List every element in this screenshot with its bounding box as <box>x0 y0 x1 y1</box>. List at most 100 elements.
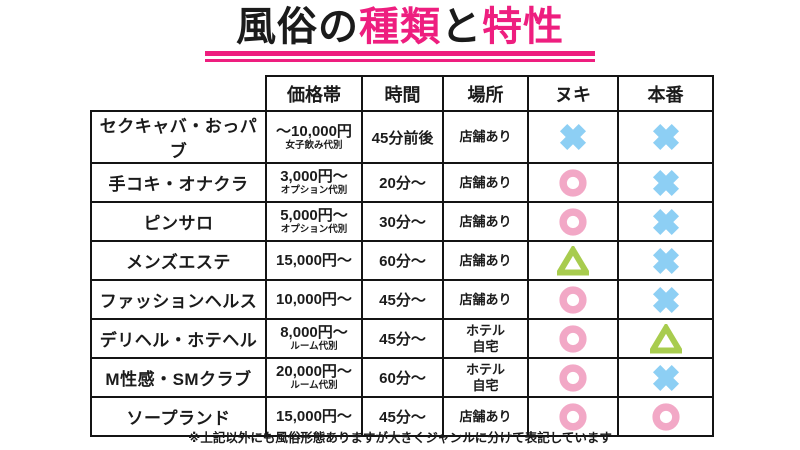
service-name-cell: ソープランド <box>90 396 267 437</box>
table-body: セクキャバ・おっパブ 〜10,000円 女子飲み代別 45分前後 店舗あり 手コキ・オナク… <box>90 110 714 437</box>
table-row: ソープランド 15,000円〜 45分〜 店舗あり <box>90 396 714 437</box>
table-header: 価格帯 時間 場所 ヌキ 本番 <box>91 75 714 112</box>
price-value: 10,000円〜 <box>276 290 352 308</box>
nuki-cell <box>527 162 619 203</box>
price-cell: 3,000円〜 オプション代別 <box>265 162 363 203</box>
honban-cell <box>617 357 714 398</box>
nuki-cell <box>527 357 619 398</box>
price-cell: 〜10,000円 女子飲み代別 <box>265 110 363 164</box>
time-cell: 20分〜 <box>361 162 444 203</box>
footnote: ※上記以外にも風俗形態ありますが大きくジャンルに分けて表記しています <box>188 431 612 445</box>
title-segment: 特性 <box>482 5 564 49</box>
price-note: 女子飲み代別 <box>285 139 343 151</box>
nuki-cell <box>527 201 619 242</box>
column-header: ヌキ <box>527 75 619 112</box>
nuki-cell <box>527 279 619 320</box>
title-segment: と <box>441 5 482 49</box>
cross-icon <box>652 123 679 151</box>
nuki-cell <box>527 110 619 164</box>
comparison-table: 価格帯 時間 場所 ヌキ 本番 セクキャバ・おっパブ 〜10,000円 女子飲み代別 45分前… <box>90 75 714 437</box>
price-value: 3,000円〜 <box>280 168 348 186</box>
service-name-cell: ピンサロ <box>90 201 267 242</box>
title-underline <box>205 51 595 62</box>
honban-cell <box>617 318 714 359</box>
place-cell: ホテル 自宅 <box>442 318 529 359</box>
time-cell: 30分〜 <box>361 201 444 242</box>
price-note: ルーム代別 <box>290 341 338 353</box>
service-name-cell: M性感・SMクラブ <box>90 357 267 398</box>
price-cell: 5,000円〜 オプション代別 <box>265 201 363 242</box>
price-cell: 20,000円〜 ルーム代別 <box>265 357 363 398</box>
table-row: ピンサロ 5,000円〜 オプション代別 30分〜 店舗あり <box>90 201 714 242</box>
circle-icon <box>559 402 587 431</box>
blank-corner-cell <box>91 76 266 111</box>
price-note: ルーム代別 <box>290 380 338 392</box>
price-value: 〜10,000円 <box>276 122 352 140</box>
circle-icon <box>651 402 680 431</box>
price-value: 5,000円〜 <box>280 207 348 225</box>
cross-icon <box>652 208 679 235</box>
price-note: オプション代別 <box>280 224 348 236</box>
header-row: 価格帯 時間 場所 ヌキ 本番 <box>91 75 714 112</box>
service-name-cell: ファッションヘルス <box>90 279 267 320</box>
column-header: 場所 <box>442 75 529 112</box>
price-cell: 15,000円〜 <box>265 396 363 437</box>
table-row: メンズエステ 15,000円〜 60分〜 店舗あり <box>90 240 714 281</box>
price-value: 8,000円〜 <box>280 324 348 342</box>
service-name-cell: デリヘル・ホテヘル <box>90 318 267 359</box>
price-cell: 15,000円〜 <box>265 240 363 281</box>
circle-icon <box>559 324 587 353</box>
cross-icon <box>652 286 679 313</box>
price-value: 20,000円〜 <box>276 363 352 381</box>
service-name-cell: メンズエステ <box>90 240 267 281</box>
nuki-cell <box>527 240 619 281</box>
column-header: 時間 <box>361 75 444 112</box>
service-name-cell: 手コキ・オナクラ <box>90 162 267 203</box>
table-row: 手コキ・オナクラ 3,000円〜 オプション代別 20分〜 店舗あり <box>90 162 714 203</box>
circle-icon <box>559 285 587 314</box>
page-title: 風俗の種類と特性 <box>0 6 800 62</box>
honban-cell <box>617 201 714 242</box>
cross-icon <box>652 247 679 274</box>
column-header: 価格帯 <box>265 75 363 112</box>
honban-cell <box>617 279 714 320</box>
circle-icon <box>559 363 587 392</box>
honban-cell <box>617 110 714 164</box>
nuki-cell <box>527 396 619 437</box>
triangle-icon <box>557 245 589 275</box>
place-cell: ホテル 自宅 <box>442 357 529 398</box>
time-cell: 60分〜 <box>361 357 444 398</box>
title-text: 風俗の種類と特性 <box>0 6 800 48</box>
time-cell: 60分〜 <box>361 240 444 281</box>
time-cell: 45分前後 <box>361 110 444 164</box>
cross-icon <box>559 123 587 151</box>
honban-cell <box>617 396 714 437</box>
table-row: M性感・SMクラブ 20,000円〜 ルーム代別 60分〜 ホテル 自宅 <box>90 357 714 398</box>
place-cell: 店舗あり <box>442 396 529 437</box>
price-value: 15,000円〜 <box>276 407 352 425</box>
circle-icon <box>559 168 587 197</box>
nuki-cell <box>527 318 619 359</box>
place-cell: 店舗あり <box>442 201 529 242</box>
place-cell: 店舗あり <box>442 110 529 164</box>
cross-icon <box>652 169 679 196</box>
underline-bottom <box>205 59 595 62</box>
triangle-icon <box>649 323 682 353</box>
price-cell: 8,000円〜 ルーム代別 <box>265 318 363 359</box>
time-cell: 45分〜 <box>361 318 444 359</box>
price-note: オプション代別 <box>280 185 348 197</box>
column-header: 本番 <box>617 75 714 112</box>
underline-top <box>205 51 595 56</box>
time-cell: 45分〜 <box>361 279 444 320</box>
table-row: デリヘル・ホテヘル 8,000円〜 ルーム代別 45分〜 ホテル 自宅 <box>90 318 714 359</box>
service-name-cell: セクキャバ・おっパブ <box>90 110 267 164</box>
place-cell: 店舗あり <box>442 279 529 320</box>
title-segment: 種類 <box>359 5 441 49</box>
price-value: 15,000円〜 <box>276 251 352 269</box>
title-segment: 風俗の <box>236 5 359 49</box>
place-cell: 店舗あり <box>442 240 529 281</box>
table-row: ファッションヘルス 10,000円〜 45分〜 店舗あり <box>90 279 714 320</box>
honban-cell <box>617 162 714 203</box>
circle-icon <box>559 207 587 236</box>
